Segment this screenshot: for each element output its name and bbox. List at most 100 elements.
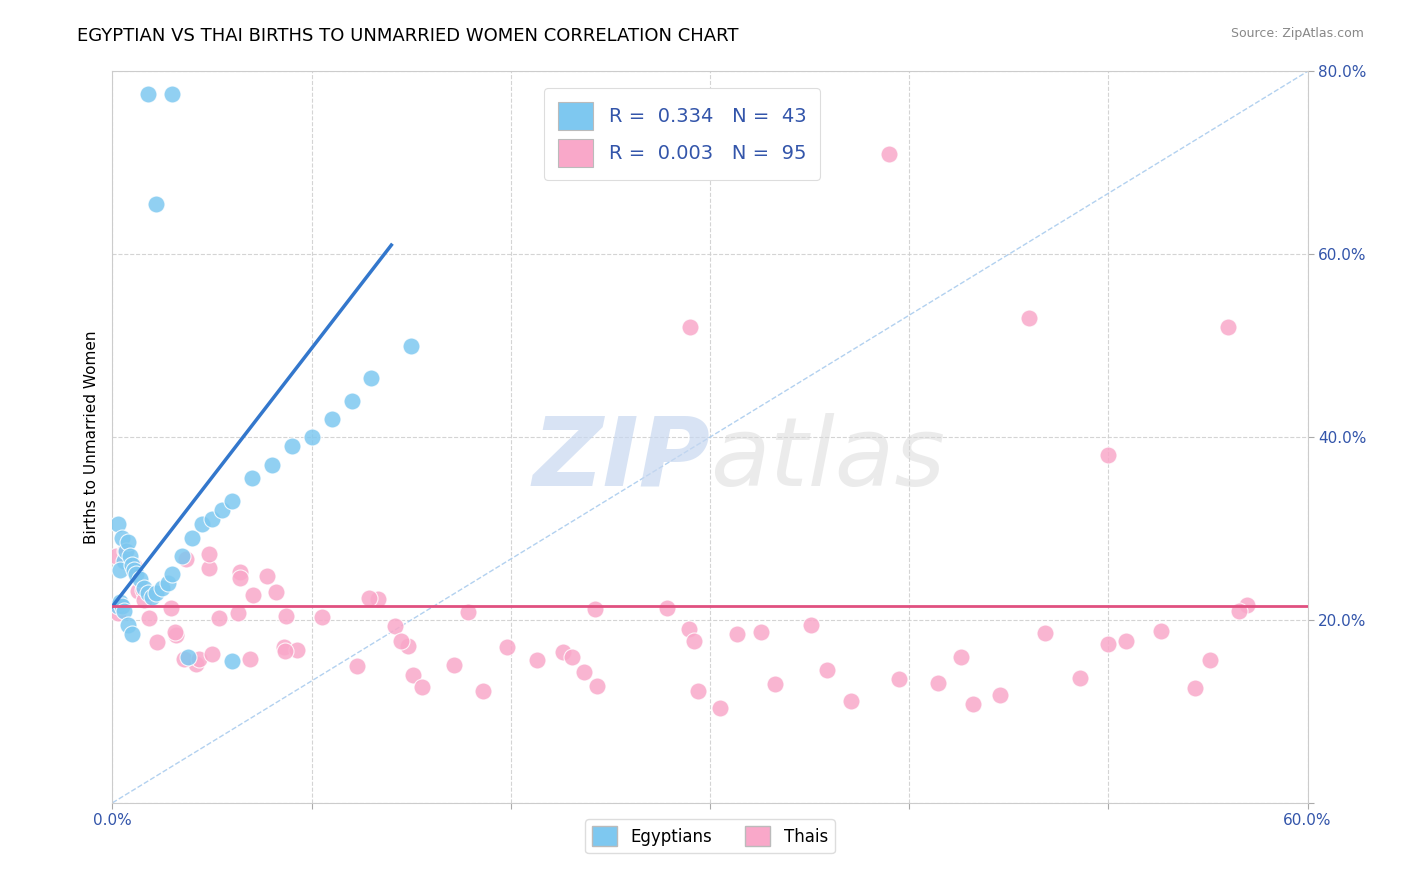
Point (346, 658, 368, 673)
Point (1115, 633, 1137, 648)
Point (256, 569, 278, 583)
Point (226, 606, 249, 620)
Point (1184, 681, 1206, 696)
Point (879, 146, 901, 161)
Point (384, 619, 406, 633)
Point (127, 584, 149, 599)
Point (177, 649, 200, 664)
Point (121, 626, 143, 640)
Point (1035, 625, 1057, 640)
Point (198, 560, 221, 574)
Point (678, 622, 700, 636)
Point (815, 663, 838, 677)
Point (301, 430, 323, 444)
Point (396, 640, 419, 654)
Point (201, 647, 224, 661)
Point (357, 591, 380, 605)
Point (583, 602, 606, 616)
Point (107, 606, 129, 620)
Point (411, 680, 433, 694)
Point (184, 657, 207, 672)
Point (120, 549, 142, 563)
Point (273, 640, 295, 654)
Point (181, 531, 204, 545)
Point (551, 645, 574, 659)
Point (311, 610, 333, 624)
Point (682, 634, 704, 648)
Point (208, 610, 231, 624)
Point (146, 634, 169, 648)
Point (197, 547, 219, 561)
Point (129, 572, 152, 586)
Point (138, 611, 160, 625)
Point (221, 654, 243, 668)
Point (107, 516, 129, 531)
Point (124, 563, 146, 577)
Point (201, 512, 224, 526)
Point (949, 649, 972, 664)
Point (457, 605, 479, 619)
Point (122, 559, 145, 574)
Point (211, 503, 233, 517)
Point (134, 581, 156, 595)
Point (401, 338, 423, 352)
Point (160, 601, 183, 615)
Point (1216, 320, 1239, 334)
Point (162, 87, 183, 102)
Point (1199, 653, 1222, 667)
Point (1097, 448, 1119, 462)
Point (172, 549, 194, 563)
Point (107, 599, 129, 614)
Point (131, 583, 153, 598)
Point (114, 604, 135, 618)
Point (145, 585, 167, 599)
Point (174, 552, 197, 566)
Point (321, 412, 343, 426)
Point (962, 698, 984, 712)
Point (367, 591, 389, 606)
Point (121, 558, 143, 573)
Point (239, 651, 262, 665)
Point (281, 439, 304, 453)
Point (340, 393, 363, 408)
Point (679, 320, 702, 334)
Point (443, 657, 465, 672)
Point (114, 544, 136, 558)
Point (471, 684, 494, 698)
Point (157, 576, 180, 591)
Point (242, 588, 264, 602)
Point (260, 458, 283, 472)
Point (104, 549, 127, 563)
Point (927, 675, 949, 690)
Point (165, 628, 187, 642)
Point (132, 592, 155, 607)
Point (526, 653, 548, 667)
Point (389, 633, 412, 648)
Point (1069, 671, 1091, 685)
Point (586, 679, 609, 693)
Point (561, 650, 583, 665)
Point (402, 668, 425, 682)
Point (228, 571, 250, 585)
Point (221, 494, 243, 508)
Point (138, 585, 160, 599)
Point (841, 693, 863, 707)
Point (1018, 311, 1040, 326)
Point (125, 567, 148, 582)
Point (496, 640, 519, 654)
Point (145, 197, 167, 211)
Point (274, 608, 297, 623)
Point (1097, 637, 1119, 651)
Point (111, 599, 134, 614)
Point (162, 567, 183, 582)
Point (191, 516, 214, 531)
Point (749, 625, 772, 640)
Point (274, 644, 297, 658)
Point (686, 683, 709, 698)
Point (572, 665, 595, 679)
Point (150, 581, 173, 595)
Point (141, 590, 163, 604)
Point (117, 535, 139, 549)
Point (163, 625, 186, 640)
Point (800, 617, 823, 632)
